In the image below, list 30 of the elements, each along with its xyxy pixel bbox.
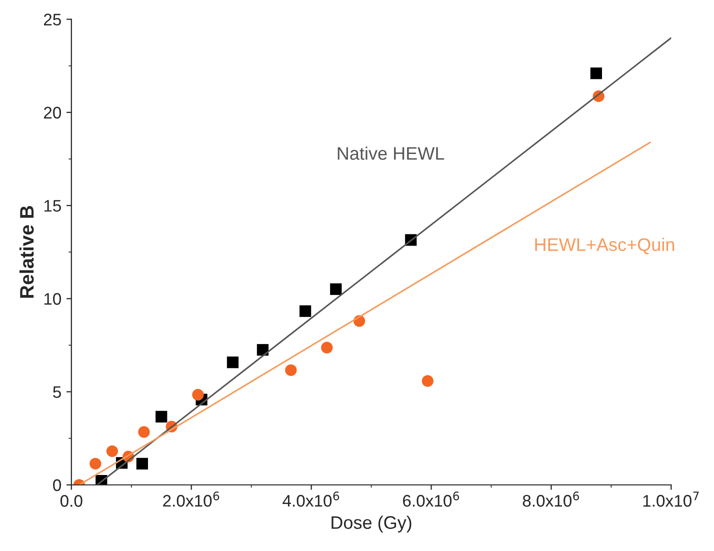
text: Native HEWL (338, 146, 444, 160)
x-tick-label: 2.0x10$^{6}$ (163, 492, 220, 507)
point (285, 364, 297, 376)
y-tick-label: 0 (53, 479, 62, 492)
y-tick-label: 20 (44, 106, 62, 119)
x-tick-label: 6.0x10$^{6}$ (403, 492, 460, 507)
point (106, 445, 118, 457)
point (138, 426, 150, 438)
x-tick-label: 1.0x10$^{7}$ (643, 492, 699, 507)
point (299, 305, 312, 317)
point (156, 410, 168, 423)
y-tick-label: 15 (44, 200, 61, 212)
y-tick-label: 5 (53, 386, 61, 398)
y-tick-label: 25 (44, 14, 61, 26)
point (321, 342, 333, 354)
x-tick-label: 4.0x10$^{6}$ (282, 492, 340, 507)
x-tick-label: 0.0 (60, 495, 82, 507)
point (590, 67, 602, 80)
point (226, 356, 239, 368)
point (422, 375, 434, 387)
series-label: HEWL+Asc+Quin (535, 238, 674, 254)
point (256, 344, 269, 356)
x-tick-label: 8.0x10$^{6}$ (522, 492, 580, 507)
point (330, 283, 342, 295)
y-tick-label: 10 (44, 293, 62, 305)
point (90, 458, 102, 470)
x-axis-title: Dose (Gy) (332, 516, 412, 533)
y-axis-title: Relative B (19, 206, 34, 298)
point (136, 458, 148, 470)
point (192, 388, 204, 401)
